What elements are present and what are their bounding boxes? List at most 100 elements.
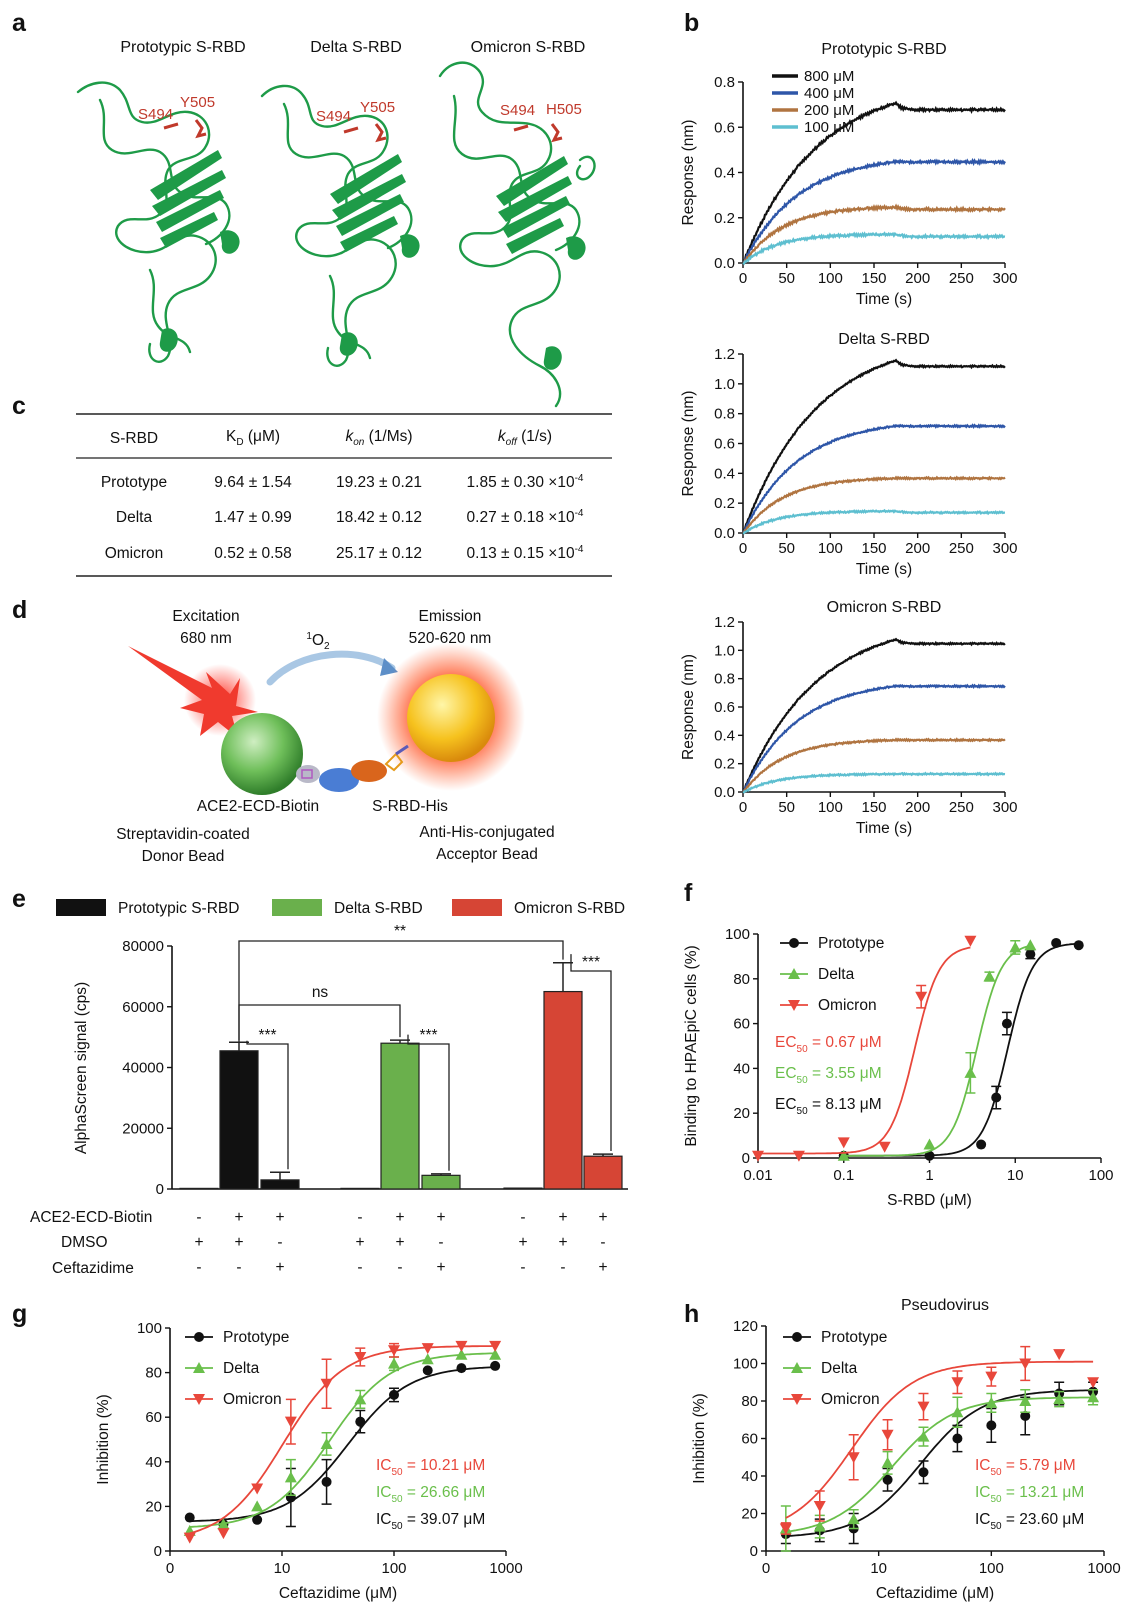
- legend-label-omicron: Omicron S-RBD: [514, 900, 625, 917]
- kinetics-1-xtick-label: 200: [905, 270, 930, 287]
- panelF-point-omicron: [752, 1150, 764, 1162]
- panelG-xtick-label: 10: [274, 1560, 291, 1577]
- kinetics-3-xtick-label: 200: [905, 799, 930, 816]
- panelH-legend-label: Omicron: [821, 1391, 880, 1408]
- kinetics-3-xtick-label: 50: [778, 799, 795, 816]
- panelF-point-delta: [1024, 939, 1037, 951]
- donor-bead: [221, 713, 303, 795]
- row-name-prototype: Prototype: [101, 474, 167, 491]
- kinetics-2-xtick-label: 150: [861, 540, 886, 557]
- condition-sign: -: [520, 1209, 525, 1226]
- significance-label-pair: ***: [419, 1027, 437, 1044]
- row-kd-omicron: 0.52 ± 0.58: [214, 545, 291, 562]
- panelH-xtick-label: 0: [762, 1560, 770, 1577]
- panelF-xtick-label: 10: [1007, 1167, 1024, 1184]
- kinetics-2-x-axis-label: Time (s): [856, 561, 912, 578]
- panelF-point-omicron: [964, 935, 977, 947]
- bar: [543, 990, 583, 1190]
- structure-title-prototype: Prototypic S-RBD: [120, 39, 245, 56]
- panelF-ytick-label: 60: [733, 1016, 750, 1033]
- panel-label-h: h: [684, 1300, 699, 1328]
- panelH-legend-label: Delta: [821, 1360, 858, 1377]
- condition-sign: +: [436, 1259, 445, 1276]
- panelH-potency-label-omicron: IC50 = 5.79 μM: [975, 1457, 1076, 1478]
- panelG-ytick-label: 60: [145, 1409, 162, 1426]
- condition-sign: +: [234, 1209, 243, 1226]
- panelG-point-omicron: [251, 1483, 264, 1495]
- panel-label-a: a: [12, 9, 27, 37]
- panelH-ytick-label: 100: [733, 1356, 758, 1373]
- panelH-point-omicron: [1019, 1358, 1032, 1370]
- ribbon-structure-omicron: [438, 61, 596, 408]
- kinetics-3-ytick-label: 0.8: [714, 671, 735, 688]
- panelF-legend-marker: [789, 938, 799, 948]
- panelH-fit-curve-omicron: [785, 1360, 1094, 1519]
- kinetics-3-trace-400: [742, 683, 1006, 793]
- panelF-point-prototype: [991, 1092, 1002, 1103]
- table-header-kd: KD (μM): [226, 428, 280, 448]
- panelH-point-prototype: [882, 1474, 893, 1485]
- kinetics-2-ytick-label: 0.2: [714, 495, 735, 512]
- panelH-xtick-label: 1000: [1087, 1560, 1120, 1577]
- condition-sign: +: [598, 1259, 607, 1276]
- legend-label-100: 100 μM: [804, 119, 854, 136]
- legend-swatch-omicron: [452, 899, 502, 916]
- panelG-xtick-label: 0: [166, 1560, 174, 1577]
- bar: [421, 1174, 461, 1190]
- panelF-point-prototype: [1073, 940, 1084, 951]
- panelH-point-omicron: [1053, 1349, 1066, 1361]
- kinetics-3-xtick-label: 250: [949, 799, 974, 816]
- kinetics-1-xtick-label: 300: [992, 270, 1017, 287]
- kinetics-2-trace-800: [741, 358, 1006, 534]
- panelF-point-prototype: [924, 1150, 935, 1161]
- panelH-ytick-label: 0: [750, 1543, 758, 1560]
- condition-sign: +: [194, 1234, 203, 1251]
- ribbon-structure-delta: [260, 84, 413, 367]
- table-header-kon: kon (1/Ms): [345, 428, 412, 448]
- emission-label: Emission: [419, 608, 482, 625]
- kinetics-3-trace-200: [742, 737, 1006, 794]
- panelG-point-omicron: [455, 1340, 468, 1352]
- panelF-ytick-label: 40: [733, 1060, 750, 1077]
- panelF-ytick-label: 100: [725, 926, 750, 943]
- panelF-point-delta: [837, 1149, 850, 1161]
- panelG-potency-label-delta: IC50 = 26.66 μM: [376, 1484, 485, 1505]
- panelF-ytick-label: 20: [733, 1105, 750, 1122]
- condition-sign: +: [275, 1209, 284, 1226]
- panelF-x-axis-label: S-RBD (μM): [887, 1192, 972, 1209]
- panelG-xtick-label: 100: [381, 1560, 406, 1577]
- panelF-xtick-label: 0.1: [833, 1167, 854, 1184]
- condition-sign: +: [355, 1234, 364, 1251]
- panelH-potency-label-delta: IC50 = 13.21 μM: [975, 1484, 1084, 1505]
- significance-label-pair: ***: [258, 1027, 276, 1044]
- kinetics-2-xtick-label: 0: [739, 540, 747, 557]
- panelG-fit-curve-prototype: [189, 1366, 496, 1523]
- legend-label-800: 800 μM: [804, 68, 854, 85]
- condition-sign: -: [236, 1259, 241, 1276]
- panelG-point-delta: [489, 1348, 502, 1360]
- condition-sign: +: [598, 1209, 607, 1226]
- panelG-point-prototype: [252, 1514, 263, 1525]
- bar-chart-ytick-label: 20000: [122, 1120, 164, 1137]
- row-koff-prototype: 1.85 ± 0.30 ×10-4: [467, 473, 584, 491]
- panelF-potency-label-prototype: EC50 = 8.13 μM: [775, 1096, 882, 1117]
- bar: [503, 1187, 543, 1190]
- panelG-point-omicron: [421, 1343, 434, 1355]
- legend-label-prototypic: Prototypic S-RBD: [118, 900, 239, 917]
- bar-chart-y-axis-label: AlphaScreen signal (cps): [73, 982, 90, 1154]
- legend-swatch-delta: [272, 899, 322, 916]
- kinetics-legend: 800 μM 400 μM 200 μM 100 μM: [772, 68, 854, 136]
- bar-chart-ytick-label: 80000: [122, 938, 164, 955]
- panelH-ytick-label: 120: [733, 1318, 758, 1335]
- kinetics-1-xtick-label: 0: [739, 270, 747, 287]
- panelH-legend-marker: [791, 1362, 803, 1373]
- panelF-ytick-label: 0: [742, 1150, 750, 1167]
- condition-sign: -: [438, 1234, 443, 1251]
- panelG-point-omicron: [284, 1416, 297, 1428]
- significance-bracket-pair: [246, 1040, 289, 1170]
- row-kon-delta: 18.42 ± 0.12: [336, 509, 422, 526]
- structure-title-delta: Delta S-RBD: [310, 39, 402, 56]
- table-header-srbd: S-RBD: [110, 430, 158, 447]
- panelF-point-prototype: [1051, 937, 1062, 948]
